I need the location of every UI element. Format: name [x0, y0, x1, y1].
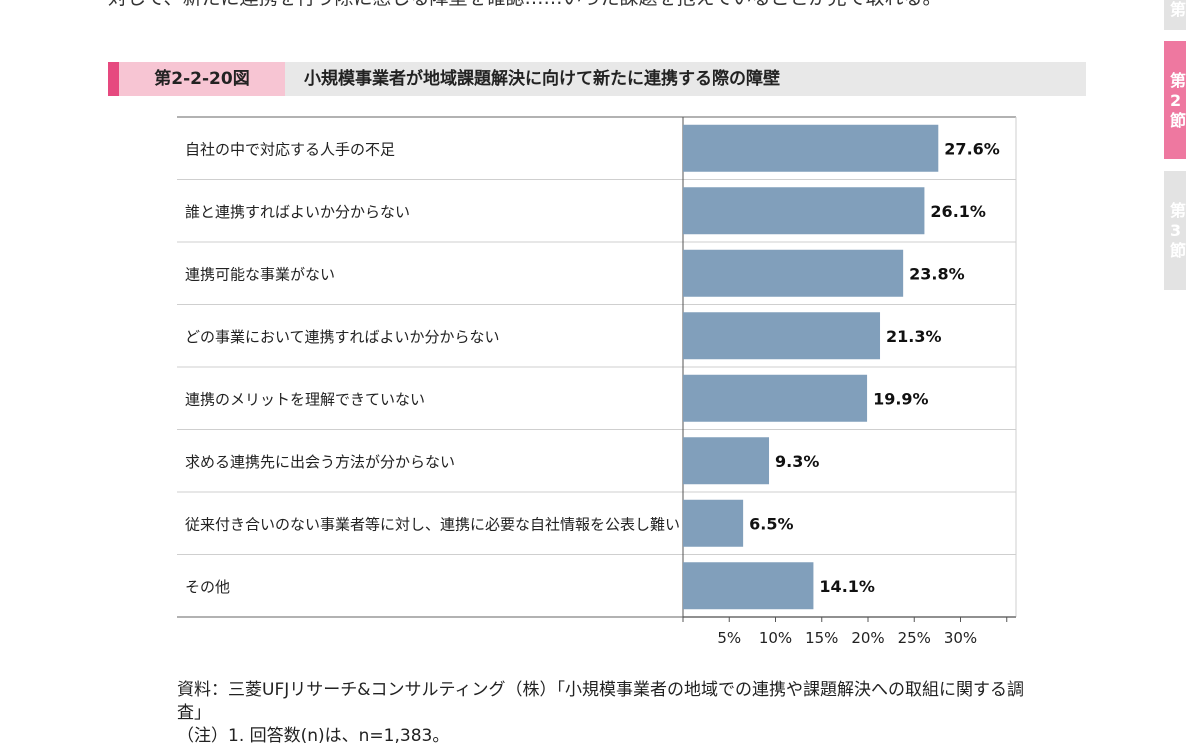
- bar: [683, 374, 868, 422]
- data-label: 19.9%: [873, 389, 929, 408]
- data-label: 21.3%: [886, 327, 942, 346]
- figure-number: 第2-2-20図: [119, 62, 285, 96]
- side-tab-text: 第: [1170, 201, 1186, 220]
- side-tab-text: 3: [1170, 221, 1182, 240]
- figure-title: 小規模事業者が地域課題解決に向けて新たに連携する際の障壁: [304, 69, 780, 89]
- side-tab-section-3[interactable]: 第 3 節: [1164, 171, 1186, 290]
- intro-text: 対して、新たに連携を行う際に感じる障壁を確認……いった課題を抱えていることが見て…: [108, 0, 1108, 10]
- category-label: 求める連携先に出会う方法が分からない: [185, 453, 455, 471]
- side-tab-text: 第: [1170, 0, 1186, 19]
- side-tab-text: 節: [1170, 241, 1186, 260]
- data-label: 23.8%: [909, 264, 965, 283]
- category-label: 連携可能な事業がない: [185, 265, 335, 283]
- data-label: 6.5%: [749, 514, 793, 533]
- category-label: 従来付き合いのない事業者等に対し、連携に必要な自社情報を公表し難い: [185, 515, 680, 533]
- side-tab-section-2[interactable]: 第 2 節: [1164, 41, 1186, 159]
- bar: [683, 124, 939, 172]
- bar: [683, 187, 925, 235]
- note-1: （注）1. 回答数(n)は、n=1,383。: [177, 726, 450, 746]
- x-tick-label: 30%: [944, 629, 977, 647]
- x-tick-label: 20%: [851, 629, 884, 647]
- category-label: どの事業において連携すればよいか分からない: [185, 328, 500, 346]
- bar: [683, 312, 881, 360]
- x-tick-label: 25%: [898, 629, 931, 647]
- category-label: その他: [185, 578, 230, 596]
- bar: [683, 437, 770, 485]
- category-label: 誰と連携すればよいか分からない: [185, 203, 410, 221]
- data-label: 27.6%: [944, 139, 1000, 158]
- data-label: 26.1%: [930, 202, 986, 221]
- x-tick-label: 10%: [759, 629, 792, 647]
- source-note: 資料：三菱UFJリサーチ&コンサルティング（株）「小規模事業者の地域での連携や課…: [177, 680, 1024, 723]
- bar: [683, 499, 744, 547]
- figure-notes: 資料：三菱UFJリサーチ&コンサルティング（株）「小規模事業者の地域での連携や課…: [177, 679, 1027, 748]
- figure-title-bar: 第2-2-20図 小規模事業者が地域課題解決に向けて新たに連携する際の障壁: [108, 62, 1086, 96]
- data-label: 9.3%: [775, 452, 819, 471]
- side-tab-text: 節: [1170, 111, 1186, 130]
- x-tick-label: 15%: [805, 629, 838, 647]
- x-tick-label: 5%: [717, 629, 741, 647]
- side-tab-text: 2: [1170, 91, 1182, 110]
- bar: [683, 249, 904, 297]
- category-label: 自社の中で対応する人手の不足: [185, 140, 395, 158]
- category-label: 連携のメリットを理解できていない: [185, 390, 425, 408]
- title-accent-stripe: [108, 62, 119, 96]
- side-tab-section-1[interactable]: 第: [1164, 0, 1186, 30]
- data-label: 14.1%: [819, 577, 875, 596]
- bar: [683, 562, 814, 610]
- side-tab-text: 第: [1170, 71, 1186, 90]
